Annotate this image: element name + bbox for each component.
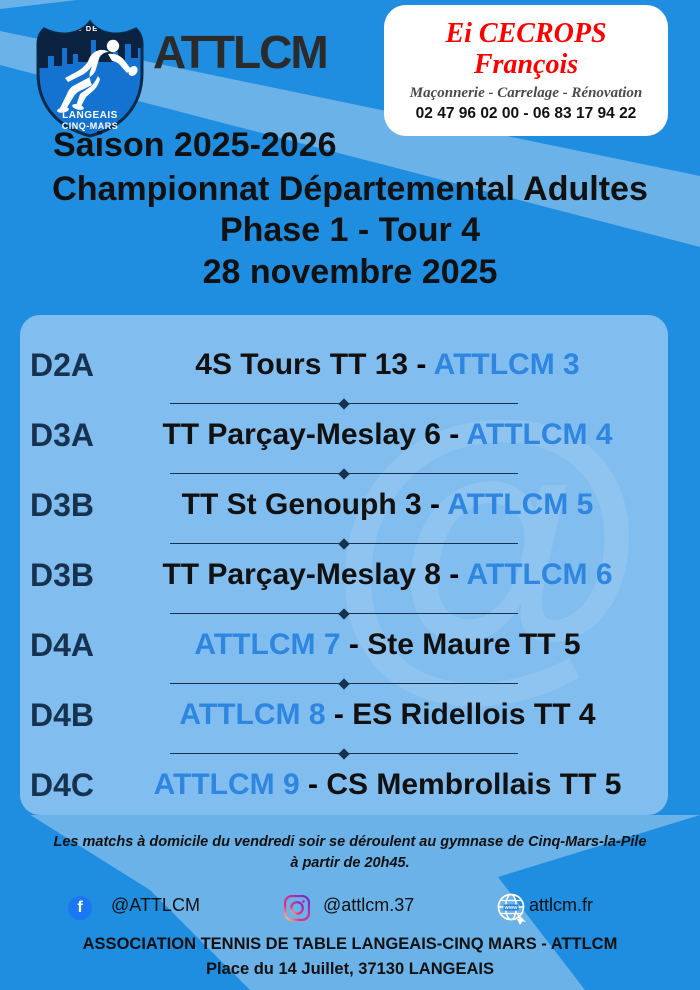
svg-text:TENNIS DE TABLE: TENNIS DE TABLE bbox=[48, 24, 131, 33]
svg-text:LANGEAIS: LANGEAIS bbox=[62, 110, 118, 121]
svg-text:WWW: WWW bbox=[504, 905, 518, 910]
